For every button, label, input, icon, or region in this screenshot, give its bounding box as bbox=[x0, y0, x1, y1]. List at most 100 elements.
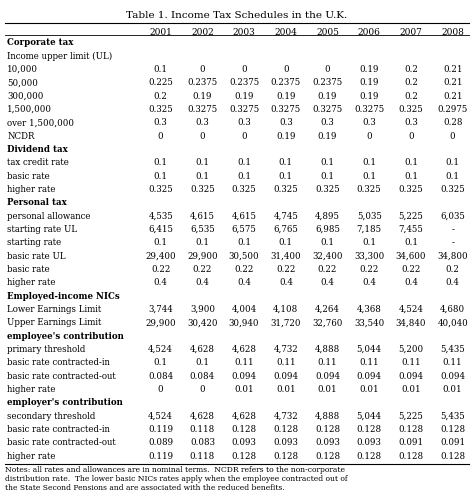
Text: 0.118: 0.118 bbox=[190, 452, 215, 461]
Text: 0.01: 0.01 bbox=[276, 385, 296, 394]
Text: higher rate: higher rate bbox=[7, 452, 55, 461]
Text: 0.1: 0.1 bbox=[237, 158, 251, 167]
Text: 4,004: 4,004 bbox=[231, 305, 257, 314]
Text: 33,300: 33,300 bbox=[354, 252, 384, 261]
Text: basic rate contracted-in: basic rate contracted-in bbox=[7, 358, 110, 367]
Text: 0.4: 0.4 bbox=[237, 278, 251, 287]
Text: 0.19: 0.19 bbox=[318, 132, 337, 141]
Text: basic rate: basic rate bbox=[7, 265, 50, 274]
Text: 0.1: 0.1 bbox=[195, 358, 210, 367]
Text: 0.128: 0.128 bbox=[356, 425, 382, 434]
Text: Employed-income NICs: Employed-income NICs bbox=[7, 292, 120, 301]
Text: 0.2375: 0.2375 bbox=[187, 78, 218, 88]
Text: 4,628: 4,628 bbox=[232, 411, 256, 421]
Text: 0.1: 0.1 bbox=[446, 172, 460, 181]
Text: 0.128: 0.128 bbox=[273, 425, 299, 434]
Text: 4,535: 4,535 bbox=[148, 212, 173, 221]
Text: 4,615: 4,615 bbox=[232, 212, 256, 221]
Text: 2004: 2004 bbox=[274, 28, 297, 37]
Text: 0.2375: 0.2375 bbox=[271, 78, 301, 88]
Text: 6,535: 6,535 bbox=[190, 225, 215, 234]
Text: 0.22: 0.22 bbox=[360, 265, 379, 274]
Text: 0.1: 0.1 bbox=[404, 238, 418, 247]
Text: 0.4: 0.4 bbox=[404, 278, 418, 287]
Text: 32,760: 32,760 bbox=[312, 318, 343, 327]
Text: 0: 0 bbox=[200, 132, 205, 141]
Text: 0.22: 0.22 bbox=[193, 265, 212, 274]
Text: 0.3275: 0.3275 bbox=[312, 105, 343, 114]
Text: 0.089: 0.089 bbox=[148, 438, 173, 447]
Text: 0.3275: 0.3275 bbox=[187, 105, 218, 114]
Text: 0.2975: 0.2975 bbox=[438, 105, 468, 114]
Text: 0.11: 0.11 bbox=[359, 358, 379, 367]
Text: 0.11: 0.11 bbox=[401, 358, 421, 367]
Text: 0.19: 0.19 bbox=[359, 92, 379, 101]
Text: 0.3275: 0.3275 bbox=[354, 105, 384, 114]
Text: starting rate: starting rate bbox=[7, 238, 61, 247]
Text: 0.128: 0.128 bbox=[398, 452, 424, 461]
Text: basic rate UL: basic rate UL bbox=[7, 252, 66, 261]
Text: over 1,500,000: over 1,500,000 bbox=[7, 118, 74, 127]
Text: 0.093: 0.093 bbox=[357, 438, 382, 447]
Text: 0.083: 0.083 bbox=[190, 438, 215, 447]
Text: 4,732: 4,732 bbox=[273, 345, 298, 354]
Text: Table 1. Income Tax Schedules in the U.K.: Table 1. Income Tax Schedules in the U.K… bbox=[127, 11, 347, 20]
Text: 0.4: 0.4 bbox=[320, 278, 335, 287]
Text: 0: 0 bbox=[408, 132, 414, 141]
Text: -: - bbox=[451, 238, 454, 247]
Text: 0.3: 0.3 bbox=[195, 118, 210, 127]
Text: basic rate contracted-out: basic rate contracted-out bbox=[7, 438, 116, 447]
Text: 4,745: 4,745 bbox=[273, 212, 298, 221]
Text: 0.19: 0.19 bbox=[276, 132, 296, 141]
Text: 0.325: 0.325 bbox=[440, 185, 465, 194]
Text: higher rate: higher rate bbox=[7, 278, 55, 287]
Text: 4,368: 4,368 bbox=[357, 305, 382, 314]
Text: 0.128: 0.128 bbox=[315, 425, 340, 434]
Text: 0.1: 0.1 bbox=[279, 158, 293, 167]
Text: 0.1: 0.1 bbox=[279, 238, 293, 247]
Text: 7,185: 7,185 bbox=[356, 225, 382, 234]
Text: 6,765: 6,765 bbox=[273, 225, 298, 234]
Text: 0.2: 0.2 bbox=[154, 92, 168, 101]
Text: 0.3: 0.3 bbox=[404, 118, 418, 127]
Text: 0.128: 0.128 bbox=[440, 452, 465, 461]
Text: 2007: 2007 bbox=[400, 28, 422, 37]
Text: 0.1: 0.1 bbox=[154, 158, 168, 167]
Text: 0.2375: 0.2375 bbox=[229, 78, 259, 88]
Text: 0.19: 0.19 bbox=[234, 92, 254, 101]
Text: 6,985: 6,985 bbox=[315, 225, 340, 234]
Text: 0.1: 0.1 bbox=[320, 158, 335, 167]
Text: 0: 0 bbox=[283, 65, 289, 74]
Text: 0.1: 0.1 bbox=[404, 172, 418, 181]
Text: 0.01: 0.01 bbox=[359, 385, 379, 394]
Text: Corporate tax: Corporate tax bbox=[7, 38, 73, 47]
Text: 0.1: 0.1 bbox=[279, 172, 293, 181]
Text: 34,840: 34,840 bbox=[396, 318, 426, 327]
Text: -: - bbox=[451, 225, 454, 234]
Text: basic rate: basic rate bbox=[7, 172, 50, 181]
Text: 4,524: 4,524 bbox=[399, 305, 423, 314]
Text: 5,435: 5,435 bbox=[440, 411, 465, 421]
Text: 0.11: 0.11 bbox=[443, 358, 463, 367]
Text: 0.1: 0.1 bbox=[362, 172, 376, 181]
Text: 0.325: 0.325 bbox=[399, 185, 423, 194]
Text: 0: 0 bbox=[241, 132, 247, 141]
Text: 0.4: 0.4 bbox=[446, 278, 460, 287]
Text: 4,680: 4,680 bbox=[440, 305, 465, 314]
Text: 0.1: 0.1 bbox=[195, 238, 210, 247]
Text: tax credit rate: tax credit rate bbox=[7, 158, 69, 167]
Text: 0.094: 0.094 bbox=[357, 372, 382, 381]
Text: 0.093: 0.093 bbox=[232, 438, 256, 447]
Text: 0: 0 bbox=[158, 132, 164, 141]
Text: 2002: 2002 bbox=[191, 28, 214, 37]
Text: 5,035: 5,035 bbox=[357, 212, 382, 221]
Text: 0.118: 0.118 bbox=[190, 425, 215, 434]
Text: 0.22: 0.22 bbox=[318, 265, 337, 274]
Text: 0.128: 0.128 bbox=[273, 452, 299, 461]
Text: 0.19: 0.19 bbox=[192, 92, 212, 101]
Text: 0.1: 0.1 bbox=[154, 65, 168, 74]
Text: 0.1: 0.1 bbox=[195, 158, 210, 167]
Text: 0.1: 0.1 bbox=[195, 172, 210, 181]
Text: 0.325: 0.325 bbox=[190, 185, 215, 194]
Text: employee's contribution: employee's contribution bbox=[7, 331, 124, 341]
